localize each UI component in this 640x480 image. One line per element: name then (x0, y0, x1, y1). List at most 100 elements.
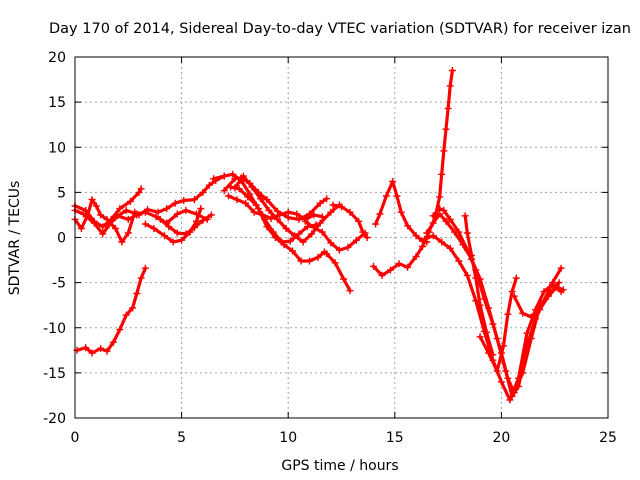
series-line (303, 219, 367, 252)
series-line (143, 207, 203, 244)
data-point (438, 170, 446, 178)
data-point (523, 329, 531, 337)
data-point (291, 232, 299, 240)
data-point (80, 210, 87, 218)
data-point (423, 229, 431, 237)
data-point (182, 230, 190, 238)
y-tick-label: 20 (48, 50, 66, 66)
data-point (429, 219, 437, 227)
data-point (559, 286, 567, 294)
data-point (468, 252, 476, 259)
data-point (267, 215, 275, 222)
data-point (141, 264, 149, 272)
data-point (135, 211, 143, 219)
data-point (199, 188, 207, 196)
data-point (448, 67, 456, 74)
data-point (310, 224, 318, 232)
data-point (235, 185, 243, 193)
data-point (239, 172, 247, 180)
data-point (429, 212, 437, 220)
data-point (137, 274, 145, 282)
data-point (171, 199, 179, 207)
series-line (325, 252, 352, 293)
series-arc-8 (156, 211, 215, 238)
data-point (165, 223, 173, 231)
y-tick-label: 15 (48, 95, 66, 111)
data-point (92, 202, 100, 210)
data-point (269, 228, 277, 236)
data-point (306, 210, 313, 218)
data-point (395, 260, 403, 268)
data-point (438, 238, 446, 246)
data-point (442, 217, 450, 225)
data-point (190, 196, 198, 204)
series-arc-24 (510, 283, 567, 321)
series-line (371, 68, 454, 277)
data-point (124, 229, 132, 237)
data-point (144, 206, 151, 213)
data-series (71, 67, 567, 404)
axis-ticks: 0 5 10 15 20 25 -20 -15 -10 -5 0 5 10 15 20 (43, 50, 617, 446)
data-point (461, 212, 469, 220)
data-point (446, 82, 454, 90)
data-point (97, 345, 105, 352)
data-point (295, 230, 303, 238)
y-tick-label: -5 (52, 276, 66, 292)
data-point (297, 257, 305, 265)
data-point (463, 271, 471, 279)
data-point (363, 234, 371, 241)
data-point (173, 229, 181, 237)
series-arc-16 (329, 201, 371, 241)
data-point (82, 206, 90, 214)
data-point (344, 243, 352, 251)
data-point (173, 210, 181, 218)
data-point (252, 201, 260, 209)
y-tick-label: 10 (48, 140, 66, 156)
x-axis-label: GPS time / hours (281, 458, 398, 474)
y-tick-label: -15 (43, 366, 66, 382)
data-point (135, 188, 143, 196)
data-point (338, 203, 345, 211)
x-tick-label: 10 (279, 430, 297, 446)
data-point (404, 263, 412, 271)
data-point (387, 266, 394, 274)
x-tick-label: 0 (71, 430, 80, 446)
data-point (116, 205, 124, 213)
data-point (133, 290, 141, 297)
series-line (137, 174, 226, 217)
data-point (404, 222, 412, 230)
data-point (82, 344, 90, 352)
data-point (190, 224, 198, 232)
data-point (376, 210, 384, 218)
data-point (284, 214, 292, 222)
data-point (248, 183, 256, 191)
data-point (553, 283, 561, 291)
data-point (97, 211, 105, 219)
data-point (497, 378, 505, 386)
data-point (122, 206, 130, 214)
data-point (161, 232, 168, 240)
data-point (90, 217, 98, 225)
data-point (286, 237, 294, 245)
x-tick-label: 5 (177, 430, 186, 446)
data-point (442, 125, 450, 133)
data-point (88, 196, 96, 204)
data-point (150, 225, 158, 232)
data-point (314, 253, 322, 261)
data-point (352, 236, 360, 244)
data-point (88, 349, 96, 357)
data-point (141, 220, 149, 228)
data-point (227, 183, 235, 191)
data-point (440, 147, 448, 155)
data-point (137, 185, 145, 193)
data-point (124, 215, 132, 223)
data-point (378, 271, 386, 279)
series-arc-23 (476, 274, 520, 375)
data-point (231, 184, 239, 192)
data-point (555, 279, 563, 287)
data-point (242, 199, 250, 207)
data-point (483, 328, 490, 336)
data-point (412, 232, 420, 240)
data-point (293, 210, 301, 218)
